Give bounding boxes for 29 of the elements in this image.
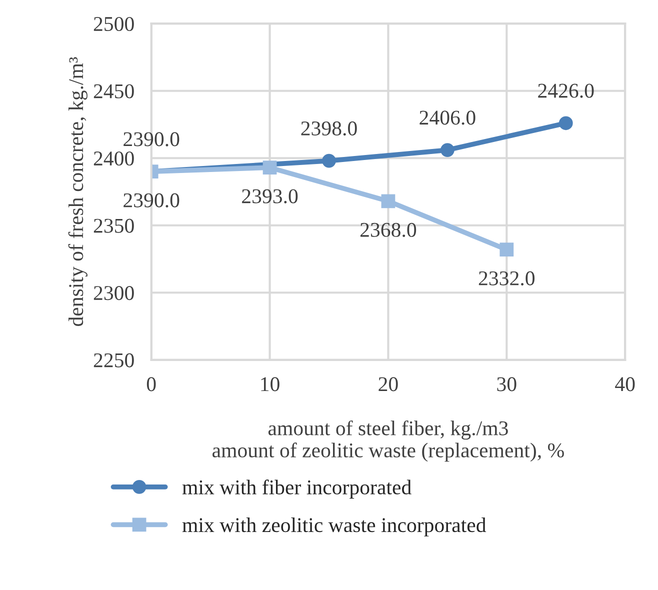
y-tick-label: 2350 [94,218,134,233]
x-tick-label: 40 [615,377,635,392]
point [381,194,396,208]
legend-label: mix with zeolitic waste incorporated [182,518,486,536]
data-label: 2393.0 [242,189,298,204]
data-label: 2390.0 [124,132,180,146]
x-tick-label: 0 [146,377,156,392]
point [262,160,277,174]
legend-label: mix with fiber incorporated [182,480,412,499]
y-tick-label: 2400 [94,151,134,166]
data-label: 2426.0 [538,84,594,98]
y-tick-label: 2500 [94,16,134,32]
data-label: 2332.0 [478,271,535,286]
point [558,116,573,130]
y-tick-label: 2300 [94,286,134,300]
data-label: 2406.0 [420,110,476,125]
x-axis-title: amount of steel fiber, kg./m3 amount of zeolitic waste (replacement), % [212,420,564,462]
x-tick-label: 10 [261,377,280,392]
point [440,143,454,157]
data-label: 2368.0 [360,222,416,238]
data-label: 2390.0 [124,193,180,208]
point [500,242,514,257]
point [322,154,336,168]
y-axis-title: density of fresh concrete, kg./m³ [68,57,88,326]
x-tick-label: 30 [497,377,516,392]
x-tick-label: 20 [378,377,398,392]
data-label: 2398.0 [301,121,357,136]
y-tick-label: 2250 [94,353,134,368]
y-tick-label: 2450 [94,84,134,98]
